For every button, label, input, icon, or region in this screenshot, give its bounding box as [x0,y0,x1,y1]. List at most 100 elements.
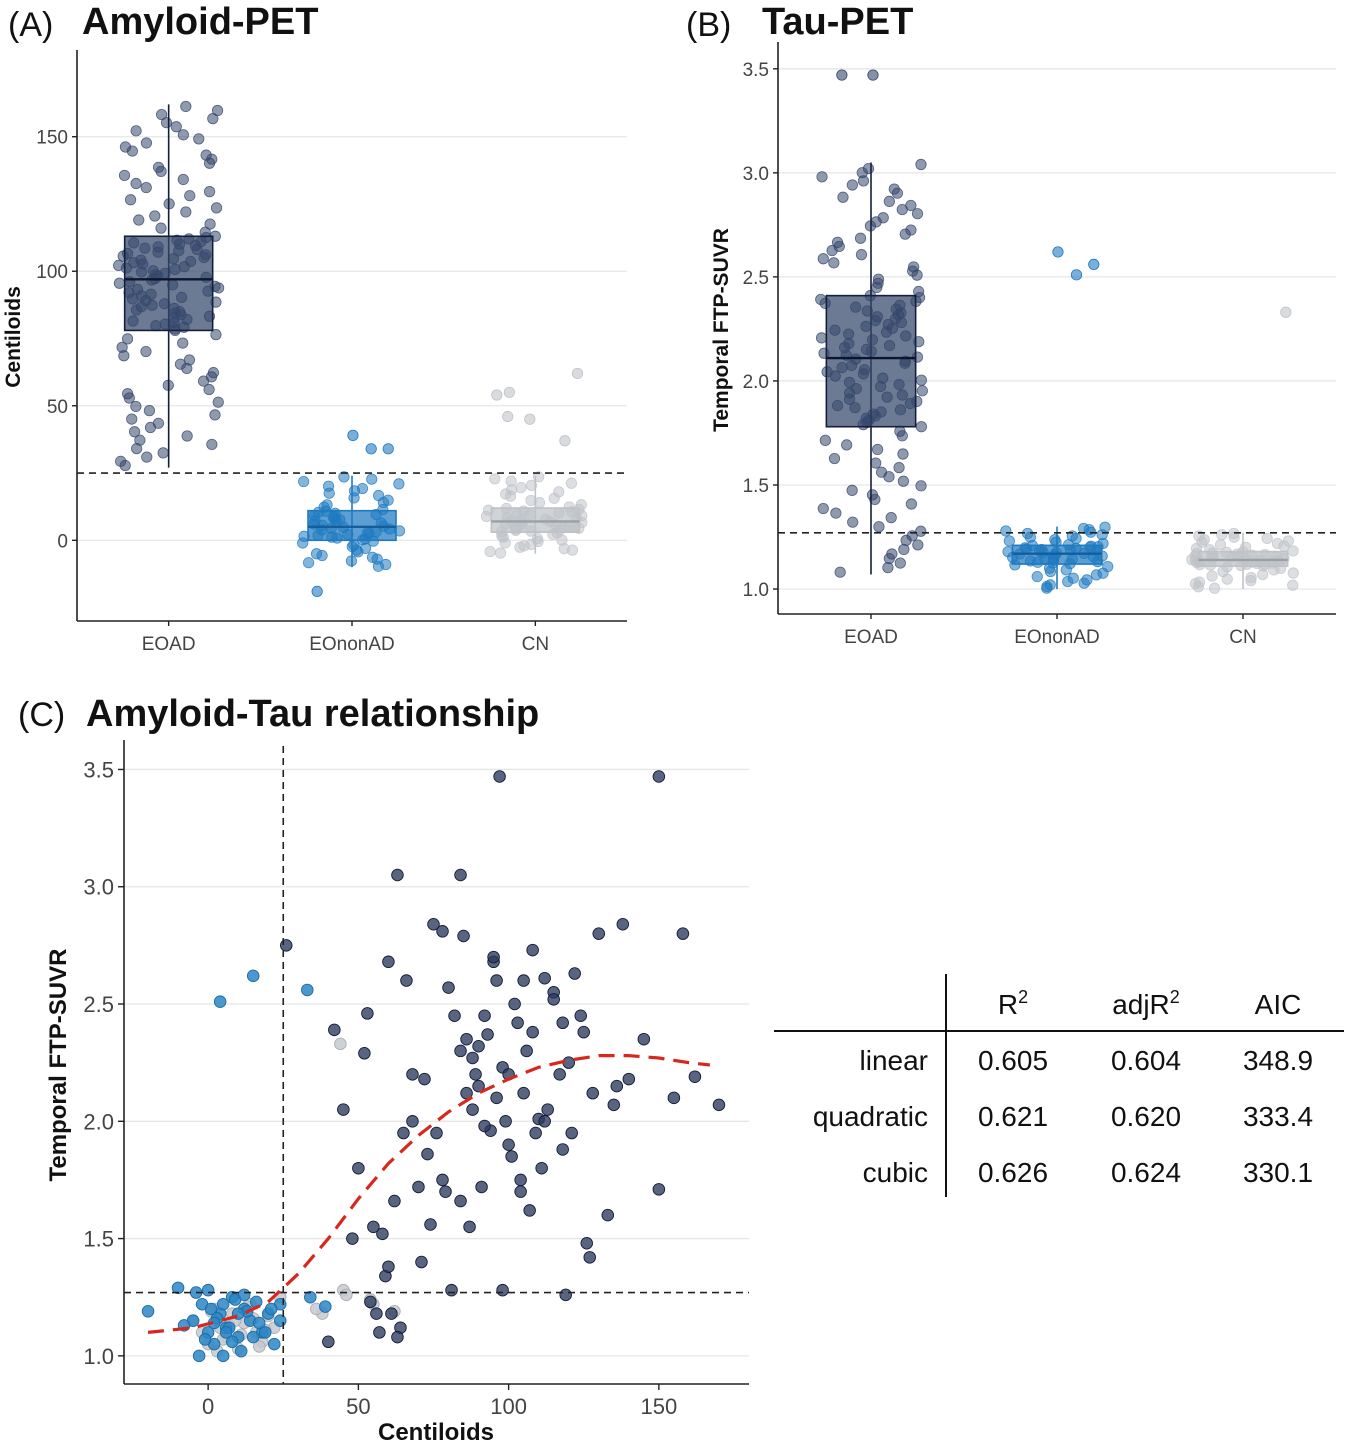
scatter-point-eoad [352,1161,365,1175]
x-tick-label: EOAD [844,627,898,648]
data-point [489,473,501,485]
y-tick-label: 1.0 [83,1344,114,1369]
panel-c-x-axis-label: Centiloids [378,1419,494,1444]
data-point [912,539,924,551]
data-point [893,462,905,474]
scatter-point-eoad [454,1044,467,1058]
outlier-point [365,443,377,455]
table-cell-r2: 0.621 [978,1101,1048,1132]
scatter-point-eoad [463,1220,476,1234]
data-point [1209,582,1221,594]
x-tick-label: 0 [202,1394,214,1419]
data-point [916,385,928,397]
data-point [905,498,918,510]
data-point [886,548,898,560]
scatter-point-eoad [559,1288,572,1302]
x-tick-label: CN [522,634,549,655]
table-cell-r2: 0.605 [978,1045,1048,1076]
scatter-point-eoad [523,1204,536,1217]
scatter-point-eoad [412,1180,425,1194]
data-point [203,383,215,396]
scatter-point-eoad [556,1016,569,1030]
panel-b-axes [773,42,1336,619]
data-point [1081,574,1093,586]
data-point [911,208,924,220]
scatter-point-eoad [577,1025,590,1039]
data-point [915,480,927,492]
scatter-point-eononad [192,1349,206,1363]
scatter-point-eononad [204,1302,218,1316]
data-point [130,400,142,413]
x-tick-label: 50 [346,1394,370,1419]
data-point [141,451,153,463]
table-header-adjr2-text: adjR [1112,989,1170,1020]
scatter-point-eoad [535,1161,548,1175]
scatter-point-eoad [454,868,467,882]
data-point [118,169,131,182]
data-point [915,421,927,433]
data-point [298,475,310,488]
data-point [817,502,829,515]
scatter-point-eoad [508,997,521,1011]
data-point [155,222,167,234]
data-point [484,545,496,558]
scatter-point-eoad [418,1072,431,1086]
scatter-point-eoad [502,1138,515,1151]
data-point [209,409,221,421]
data-point [149,210,161,222]
data-point [338,471,350,483]
scatter-point-eoad [424,1218,437,1231]
outlier-point [1070,269,1083,281]
scatter-point-eoad [499,1115,512,1128]
data-point [905,224,917,236]
scatter-point-eoad [553,1068,566,1081]
scatter-point-eoad [406,1068,419,1081]
data-point [212,396,224,408]
scatter-point-eoad [454,1194,467,1208]
panel-b-boxes [825,162,1289,590]
panel-c-y-tick-labels: 1.0 1.5 2.0 2.5 3.0 3.5 [83,757,114,1368]
scatter-point-eoad [346,1232,359,1245]
data-point [211,104,224,117]
scatter-point-eoad [520,1044,533,1058]
scatter-point-eononad [264,1302,278,1316]
scatter-point-eoad [388,1194,401,1208]
data-point [310,548,323,560]
scatter-point-eoad [439,1185,452,1198]
data-point [1282,535,1294,547]
data-point [1078,522,1090,535]
panel-c-letter: (C) [18,696,65,734]
data-point [1031,570,1043,583]
data-point [366,551,379,563]
scatter-point-eoad [712,1098,726,1112]
scatter-point-eoad [475,1180,488,1194]
scatter-point-eoad [607,1098,621,1112]
data-point [525,479,538,491]
outlier-point [571,367,584,380]
table-row: linear 0.605 0.604 348.9 [860,1045,1314,1076]
data-point [203,186,216,198]
panel-c: (C) Amyloid-Tau relationship 1.0 1.5 2.0 2.… [18,693,749,1444]
data-point [130,125,142,137]
panel-c-points [141,770,726,1363]
data-point [816,171,828,183]
data-point [877,212,889,224]
scatter-point-eoad [430,1126,443,1140]
data-point [854,232,867,244]
outlier-point [347,429,359,441]
data-point [302,557,315,569]
scatter-point-eoad [376,1227,389,1241]
data-point [1206,570,1218,582]
data-point [834,566,846,578]
data-point [894,557,906,569]
scatter-point-eononad [213,995,227,1008]
table-cell-model: linear [860,1045,928,1076]
scatter-point-eoad [652,770,666,783]
scatter-point-eoad [490,974,503,987]
table-row: quadratic 0.621 0.620 333.4 [813,1101,1313,1132]
panel-b-x-tick-labels: EOAD EOnonAD CN [844,627,1257,648]
data-point [553,486,565,498]
panel-a-axes [72,50,627,626]
data-point [1287,545,1299,557]
